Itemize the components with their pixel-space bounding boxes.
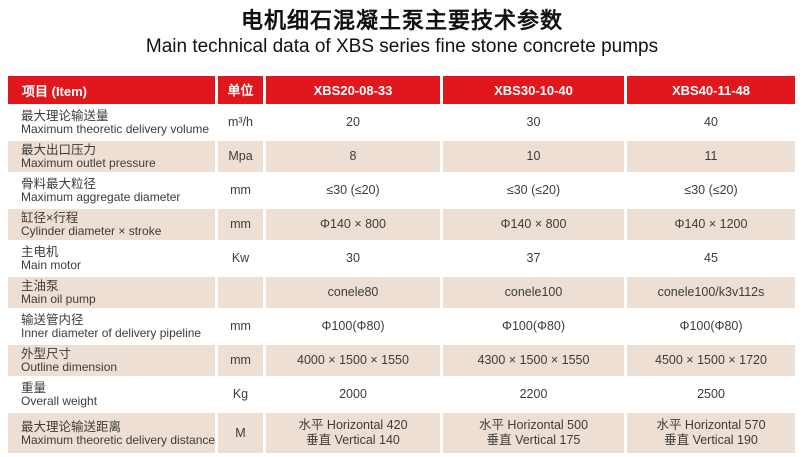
item-label-en: Overall weight	[21, 394, 98, 408]
unit-cell: mm	[218, 345, 263, 376]
table-header-row: 项目 (Item) 单位 XBS20-08-33 XBS30-10-40 XBS…	[8, 76, 795, 104]
item-label-en: Maximum aggregate diameter	[21, 190, 181, 204]
value-cell-xbs30: conele100	[443, 277, 624, 308]
table-row-outlet-pressure: 最大出口压力 Maximum outlet pressure Mpa 8 10 …	[8, 141, 795, 172]
item-label-en: Main motor	[21, 258, 82, 272]
value-cell-xbs40: 水平 Horizontal 570 垂直 Vertical 190	[627, 413, 795, 453]
value-cell-xbs30: 30	[443, 107, 624, 138]
item-label-en: Outline dimension	[21, 360, 118, 374]
item-cell: 最大理论输送距离 Maximum theoretic delivery dist…	[8, 413, 215, 453]
item-label-zh: 主电机	[21, 245, 59, 259]
item-label-zh: 最大出口压力	[21, 143, 97, 157]
header-cell-item: 项目 (Item)	[8, 76, 215, 104]
value-cell-xbs20: Φ140 × 800	[266, 209, 440, 240]
item-label-zh: 主油泵	[21, 279, 59, 293]
value-cell-xbs40: conele100/k3v112s	[627, 277, 795, 308]
value-cell-xbs40: Φ100(Φ80)	[627, 311, 795, 342]
value-cell-xbs40: 11	[627, 141, 795, 172]
item-label-zh: 最大理论输送距离	[21, 419, 122, 434]
item-label-en: Cylinder diameter × stroke	[21, 224, 162, 238]
header-cell-model-1: XBS20-08-33	[266, 76, 440, 104]
page-header: 电机细石混凝土泵主要技术参数 Main technical data of XB…	[0, 0, 804, 59]
table-row-main-oil-pump: 主油泵 Main oil pump conele80 conele100 con…	[8, 277, 795, 308]
item-label-en: Inner diameter of delivery pipeline	[21, 326, 202, 340]
value-cell-xbs20: conele80	[266, 277, 440, 308]
item-cell: 重量 Overall weight	[8, 379, 215, 410]
table-row-overall-weight: 重量 Overall weight Kg 2000 2200 2500	[8, 379, 795, 410]
value-cell-xbs30: 37	[443, 243, 624, 274]
value-cell-xbs20: 30	[266, 243, 440, 274]
table-row-pipeline-diameter: 输送管内径 Inner diameter of delivery pipelin…	[8, 311, 795, 342]
spec-table: 项目 (Item) 单位 XBS20-08-33 XBS30-10-40 XBS…	[8, 76, 795, 456]
item-cell: 最大出口压力 Maximum outlet pressure	[8, 141, 215, 172]
unit-cell: mm	[218, 209, 263, 240]
value-cell-xbs30: 水平 Horizontal 500 垂直 Vertical 175	[443, 413, 624, 453]
item-cell: 主电机 Main motor	[8, 243, 215, 274]
value-cell-xbs20: 水平 Horizontal 420 垂直 Vertical 140	[266, 413, 440, 453]
item-label-zh: 最大理论输送量	[21, 109, 109, 123]
value-cell-xbs40: ≤30 (≤20)	[627, 175, 795, 206]
header-cell-model-2: XBS30-10-40	[443, 76, 624, 104]
item-label-zh: 骨料最大粒径	[21, 177, 97, 191]
unit-cell: m³/h	[218, 107, 263, 138]
table-row-delivery-distance: 最大理论输送距离 Maximum theoretic delivery dist…	[8, 413, 795, 453]
item-label-zh: 输送管内径	[21, 313, 84, 327]
item-label-en: Main oil pump	[21, 292, 96, 306]
item-cell: 缸径×行程 Cylinder diameter × stroke	[8, 209, 215, 240]
value-cell-xbs30: 10	[443, 141, 624, 172]
value-cell-xbs40: Φ140 × 1200	[627, 209, 795, 240]
page-title-chinese: 电机细石混凝土泵主要技术参数	[240, 8, 563, 33]
item-cell: 输送管内径 Inner diameter of delivery pipelin…	[8, 311, 215, 342]
unit-cell: Mpa	[218, 141, 263, 172]
value-cell-xbs20: 20	[266, 107, 440, 138]
value-cell-xbs40: 45	[627, 243, 795, 274]
value-cell-xbs20: 4000 × 1500 × 1550	[266, 345, 440, 376]
header-cell-model-3: XBS40-11-48	[627, 76, 795, 104]
item-label-en: Maximum theoretic delivery distance	[21, 432, 216, 447]
page-title-english: Main technical data of XBS series fine s…	[145, 36, 659, 57]
value-cell-xbs20: Φ100(Φ80)	[266, 311, 440, 342]
table-row-outline-dimension: 外型尺寸 Outline dimension mm 4000 × 1500 × …	[8, 345, 795, 376]
value-cell-xbs40: 2500	[627, 379, 795, 410]
header-cell-unit: 单位	[218, 76, 263, 104]
value-cell-xbs30: 4300 × 1500 × 1550	[443, 345, 624, 376]
unit-cell: Kw	[218, 243, 263, 274]
item-cell: 主油泵 Main oil pump	[8, 277, 215, 308]
item-cell: 外型尺寸 Outline dimension	[8, 345, 215, 376]
value-cell-xbs40: 40	[627, 107, 795, 138]
item-label-zh: 外型尺寸	[21, 347, 72, 361]
item-cell: 最大理论输送量 Maximum theoretic delivery volum…	[8, 107, 215, 138]
table-row-cylinder-stroke: 缸径×行程 Cylinder diameter × stroke mm Φ140…	[8, 209, 795, 240]
item-cell: 骨料最大粒径 Maximum aggregate diameter	[8, 175, 215, 206]
unit-cell: mm	[218, 175, 263, 206]
value-cell-xbs30: Φ100(Φ80)	[443, 311, 624, 342]
unit-cell: Kg	[218, 379, 263, 410]
item-label-en: Maximum theoretic delivery volume	[21, 122, 210, 136]
value-cell-xbs20: ≤30 (≤20)	[266, 175, 440, 206]
item-label-zh: 重量	[21, 381, 47, 395]
table-row-main-motor: 主电机 Main motor Kw 30 37 45	[8, 243, 795, 274]
value-cell-xbs30: Φ140 × 800	[443, 209, 624, 240]
value-cell-xbs20: 8	[266, 141, 440, 172]
unit-cell: M	[218, 413, 263, 453]
unit-cell	[218, 277, 263, 308]
value-cell-xbs30: 2200	[443, 379, 624, 410]
item-label-en: Maximum outlet pressure	[21, 156, 156, 170]
value-cell-xbs20: 2000	[266, 379, 440, 410]
value-cell-xbs40: 4500 × 1500 × 1720	[627, 345, 795, 376]
value-cell-xbs30: ≤30 (≤20)	[443, 175, 624, 206]
table-row-aggregate-diameter: 骨料最大粒径 Maximum aggregate diameter mm ≤30…	[8, 175, 795, 206]
item-label-zh: 缸径×行程	[21, 211, 79, 225]
unit-cell: mm	[218, 311, 263, 342]
table-row-delivery-volume: 最大理论输送量 Maximum theoretic delivery volum…	[8, 107, 795, 138]
